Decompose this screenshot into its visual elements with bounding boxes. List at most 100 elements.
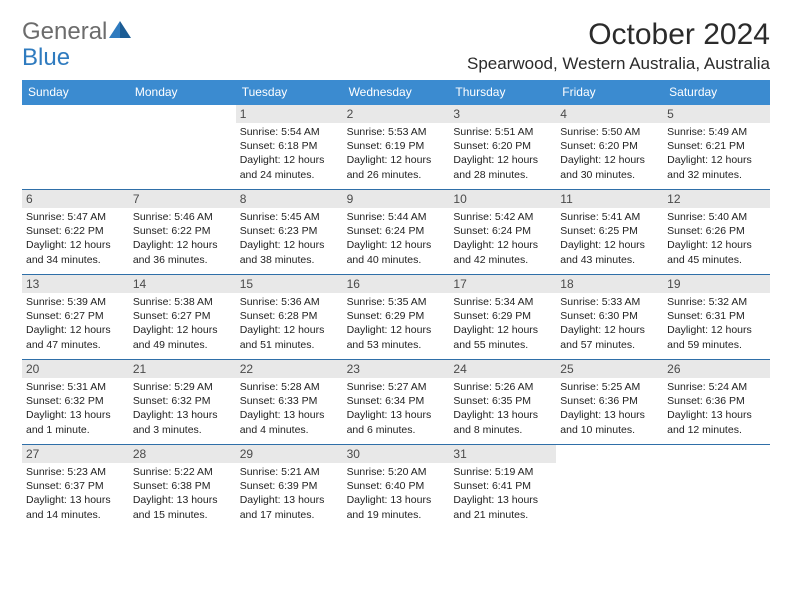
daylight-text2: and 32 minutes.: [667, 168, 766, 182]
day-number: 27: [22, 445, 129, 463]
day-number: 30: [343, 445, 450, 463]
day-number: 5: [663, 105, 770, 123]
day-cell: 24 Sunrise: 5:26 AM Sunset: 6:35 PM Dayl…: [449, 360, 556, 444]
sunset-text: Sunset: 6:27 PM: [133, 309, 232, 323]
sunrise-text: Sunrise: 5:20 AM: [347, 465, 446, 479]
week-row: 27 Sunrise: 5:23 AM Sunset: 6:37 PM Dayl…: [22, 445, 770, 529]
dayname-friday: Friday: [556, 80, 663, 105]
dayname-thursday: Thursday: [449, 80, 556, 105]
sunset-text: Sunset: 6:30 PM: [560, 309, 659, 323]
title-block: October 2024 Spearwood, Western Australi…: [467, 18, 770, 74]
daylight-text2: and 24 minutes.: [240, 168, 339, 182]
daylight-text2: and 12 minutes.: [667, 423, 766, 437]
daylight-text: Daylight: 13 hours: [133, 408, 232, 422]
day-cell: 5 Sunrise: 5:49 AM Sunset: 6:21 PM Dayli…: [663, 105, 770, 189]
daylight-text: Daylight: 13 hours: [347, 408, 446, 422]
sunset-text: Sunset: 6:26 PM: [667, 224, 766, 238]
sunrise-text: Sunrise: 5:53 AM: [347, 125, 446, 139]
daylight-text2: and 53 minutes.: [347, 338, 446, 352]
daylight-text2: and 10 minutes.: [560, 423, 659, 437]
day-cell: 12 Sunrise: 5:40 AM Sunset: 6:26 PM Dayl…: [663, 190, 770, 274]
sunset-text: Sunset: 6:22 PM: [26, 224, 125, 238]
daylight-text: Daylight: 13 hours: [26, 408, 125, 422]
day-number: 29: [236, 445, 343, 463]
day-cell: 11 Sunrise: 5:41 AM Sunset: 6:25 PM Dayl…: [556, 190, 663, 274]
daylight-text: Daylight: 13 hours: [26, 493, 125, 507]
sunset-text: Sunset: 6:27 PM: [26, 309, 125, 323]
daylight-text: Daylight: 12 hours: [453, 238, 552, 252]
day-cell: 29 Sunrise: 5:21 AM Sunset: 6:39 PM Dayl…: [236, 445, 343, 529]
day-cell: 17 Sunrise: 5:34 AM Sunset: 6:29 PM Dayl…: [449, 275, 556, 359]
dayname-saturday: Saturday: [663, 80, 770, 105]
daylight-text: Daylight: 12 hours: [133, 238, 232, 252]
day-cell: 30 Sunrise: 5:20 AM Sunset: 6:40 PM Dayl…: [343, 445, 450, 529]
day-number: 15: [236, 275, 343, 293]
logo-text-general: General: [22, 18, 107, 46]
day-cell: 31 Sunrise: 5:19 AM Sunset: 6:41 PM Dayl…: [449, 445, 556, 529]
daylight-text2: and 49 minutes.: [133, 338, 232, 352]
daylight-text: Daylight: 12 hours: [667, 153, 766, 167]
day-cell: 10 Sunrise: 5:42 AM Sunset: 6:24 PM Dayl…: [449, 190, 556, 274]
sunset-text: Sunset: 6:24 PM: [347, 224, 446, 238]
logo: General: [22, 18, 131, 46]
day-number: 24: [449, 360, 556, 378]
sunrise-text: Sunrise: 5:39 AM: [26, 295, 125, 309]
day-number: 9: [343, 190, 450, 208]
daylight-text2: and 6 minutes.: [347, 423, 446, 437]
daylight-text: Daylight: 13 hours: [347, 493, 446, 507]
sunset-text: Sunset: 6:24 PM: [453, 224, 552, 238]
sunrise-text: Sunrise: 5:51 AM: [453, 125, 552, 139]
day-cell: 13 Sunrise: 5:39 AM Sunset: 6:27 PM Dayl…: [22, 275, 129, 359]
sunrise-text: Sunrise: 5:24 AM: [667, 380, 766, 394]
day-number: 16: [343, 275, 450, 293]
daylight-text2: and 17 minutes.: [240, 508, 339, 522]
sunrise-text: Sunrise: 5:41 AM: [560, 210, 659, 224]
empty-cell: [556, 445, 663, 529]
sunset-text: Sunset: 6:20 PM: [453, 139, 552, 153]
logo-triangle-icon: [109, 18, 131, 46]
daylight-text2: and 34 minutes.: [26, 253, 125, 267]
day-cell: 8 Sunrise: 5:45 AM Sunset: 6:23 PM Dayli…: [236, 190, 343, 274]
daylight-text: Daylight: 13 hours: [133, 493, 232, 507]
empty-cell: [22, 105, 129, 189]
daylight-text2: and 55 minutes.: [453, 338, 552, 352]
day-cell: 19 Sunrise: 5:32 AM Sunset: 6:31 PM Dayl…: [663, 275, 770, 359]
sunrise-text: Sunrise: 5:42 AM: [453, 210, 552, 224]
daylight-text: Daylight: 12 hours: [667, 238, 766, 252]
sunset-text: Sunset: 6:36 PM: [560, 394, 659, 408]
day-cell: 25 Sunrise: 5:25 AM Sunset: 6:36 PM Dayl…: [556, 360, 663, 444]
sunset-text: Sunset: 6:36 PM: [667, 394, 766, 408]
sunset-text: Sunset: 6:19 PM: [347, 139, 446, 153]
sunrise-text: Sunrise: 5:54 AM: [240, 125, 339, 139]
sunrise-text: Sunrise: 5:19 AM: [453, 465, 552, 479]
sunset-text: Sunset: 6:32 PM: [26, 394, 125, 408]
daylight-text: Daylight: 12 hours: [133, 323, 232, 337]
sunset-text: Sunset: 6:22 PM: [133, 224, 232, 238]
day-cell: 4 Sunrise: 5:50 AM Sunset: 6:20 PM Dayli…: [556, 105, 663, 189]
day-number: 1: [236, 105, 343, 123]
day-number: 23: [343, 360, 450, 378]
sunrise-text: Sunrise: 5:47 AM: [26, 210, 125, 224]
daylight-text: Daylight: 12 hours: [347, 153, 446, 167]
daylight-text: Daylight: 13 hours: [240, 408, 339, 422]
sunrise-text: Sunrise: 5:23 AM: [26, 465, 125, 479]
daylight-text: Daylight: 12 hours: [667, 323, 766, 337]
sunrise-text: Sunrise: 5:33 AM: [560, 295, 659, 309]
sunrise-text: Sunrise: 5:22 AM: [133, 465, 232, 479]
day-number: 3: [449, 105, 556, 123]
daylight-text: Daylight: 12 hours: [347, 323, 446, 337]
sunset-text: Sunset: 6:32 PM: [133, 394, 232, 408]
day-number: 31: [449, 445, 556, 463]
day-number: 20: [22, 360, 129, 378]
day-cell: 23 Sunrise: 5:27 AM Sunset: 6:34 PM Dayl…: [343, 360, 450, 444]
day-cell: 26 Sunrise: 5:24 AM Sunset: 6:36 PM Dayl…: [663, 360, 770, 444]
daylight-text: Daylight: 12 hours: [26, 323, 125, 337]
daylight-text: Daylight: 13 hours: [560, 408, 659, 422]
sunrise-text: Sunrise: 5:49 AM: [667, 125, 766, 139]
week-row: 1 Sunrise: 5:54 AM Sunset: 6:18 PM Dayli…: [22, 105, 770, 190]
day-number: 26: [663, 360, 770, 378]
day-number: 12: [663, 190, 770, 208]
day-number: 28: [129, 445, 236, 463]
empty-cell: [129, 105, 236, 189]
sunrise-text: Sunrise: 5:38 AM: [133, 295, 232, 309]
